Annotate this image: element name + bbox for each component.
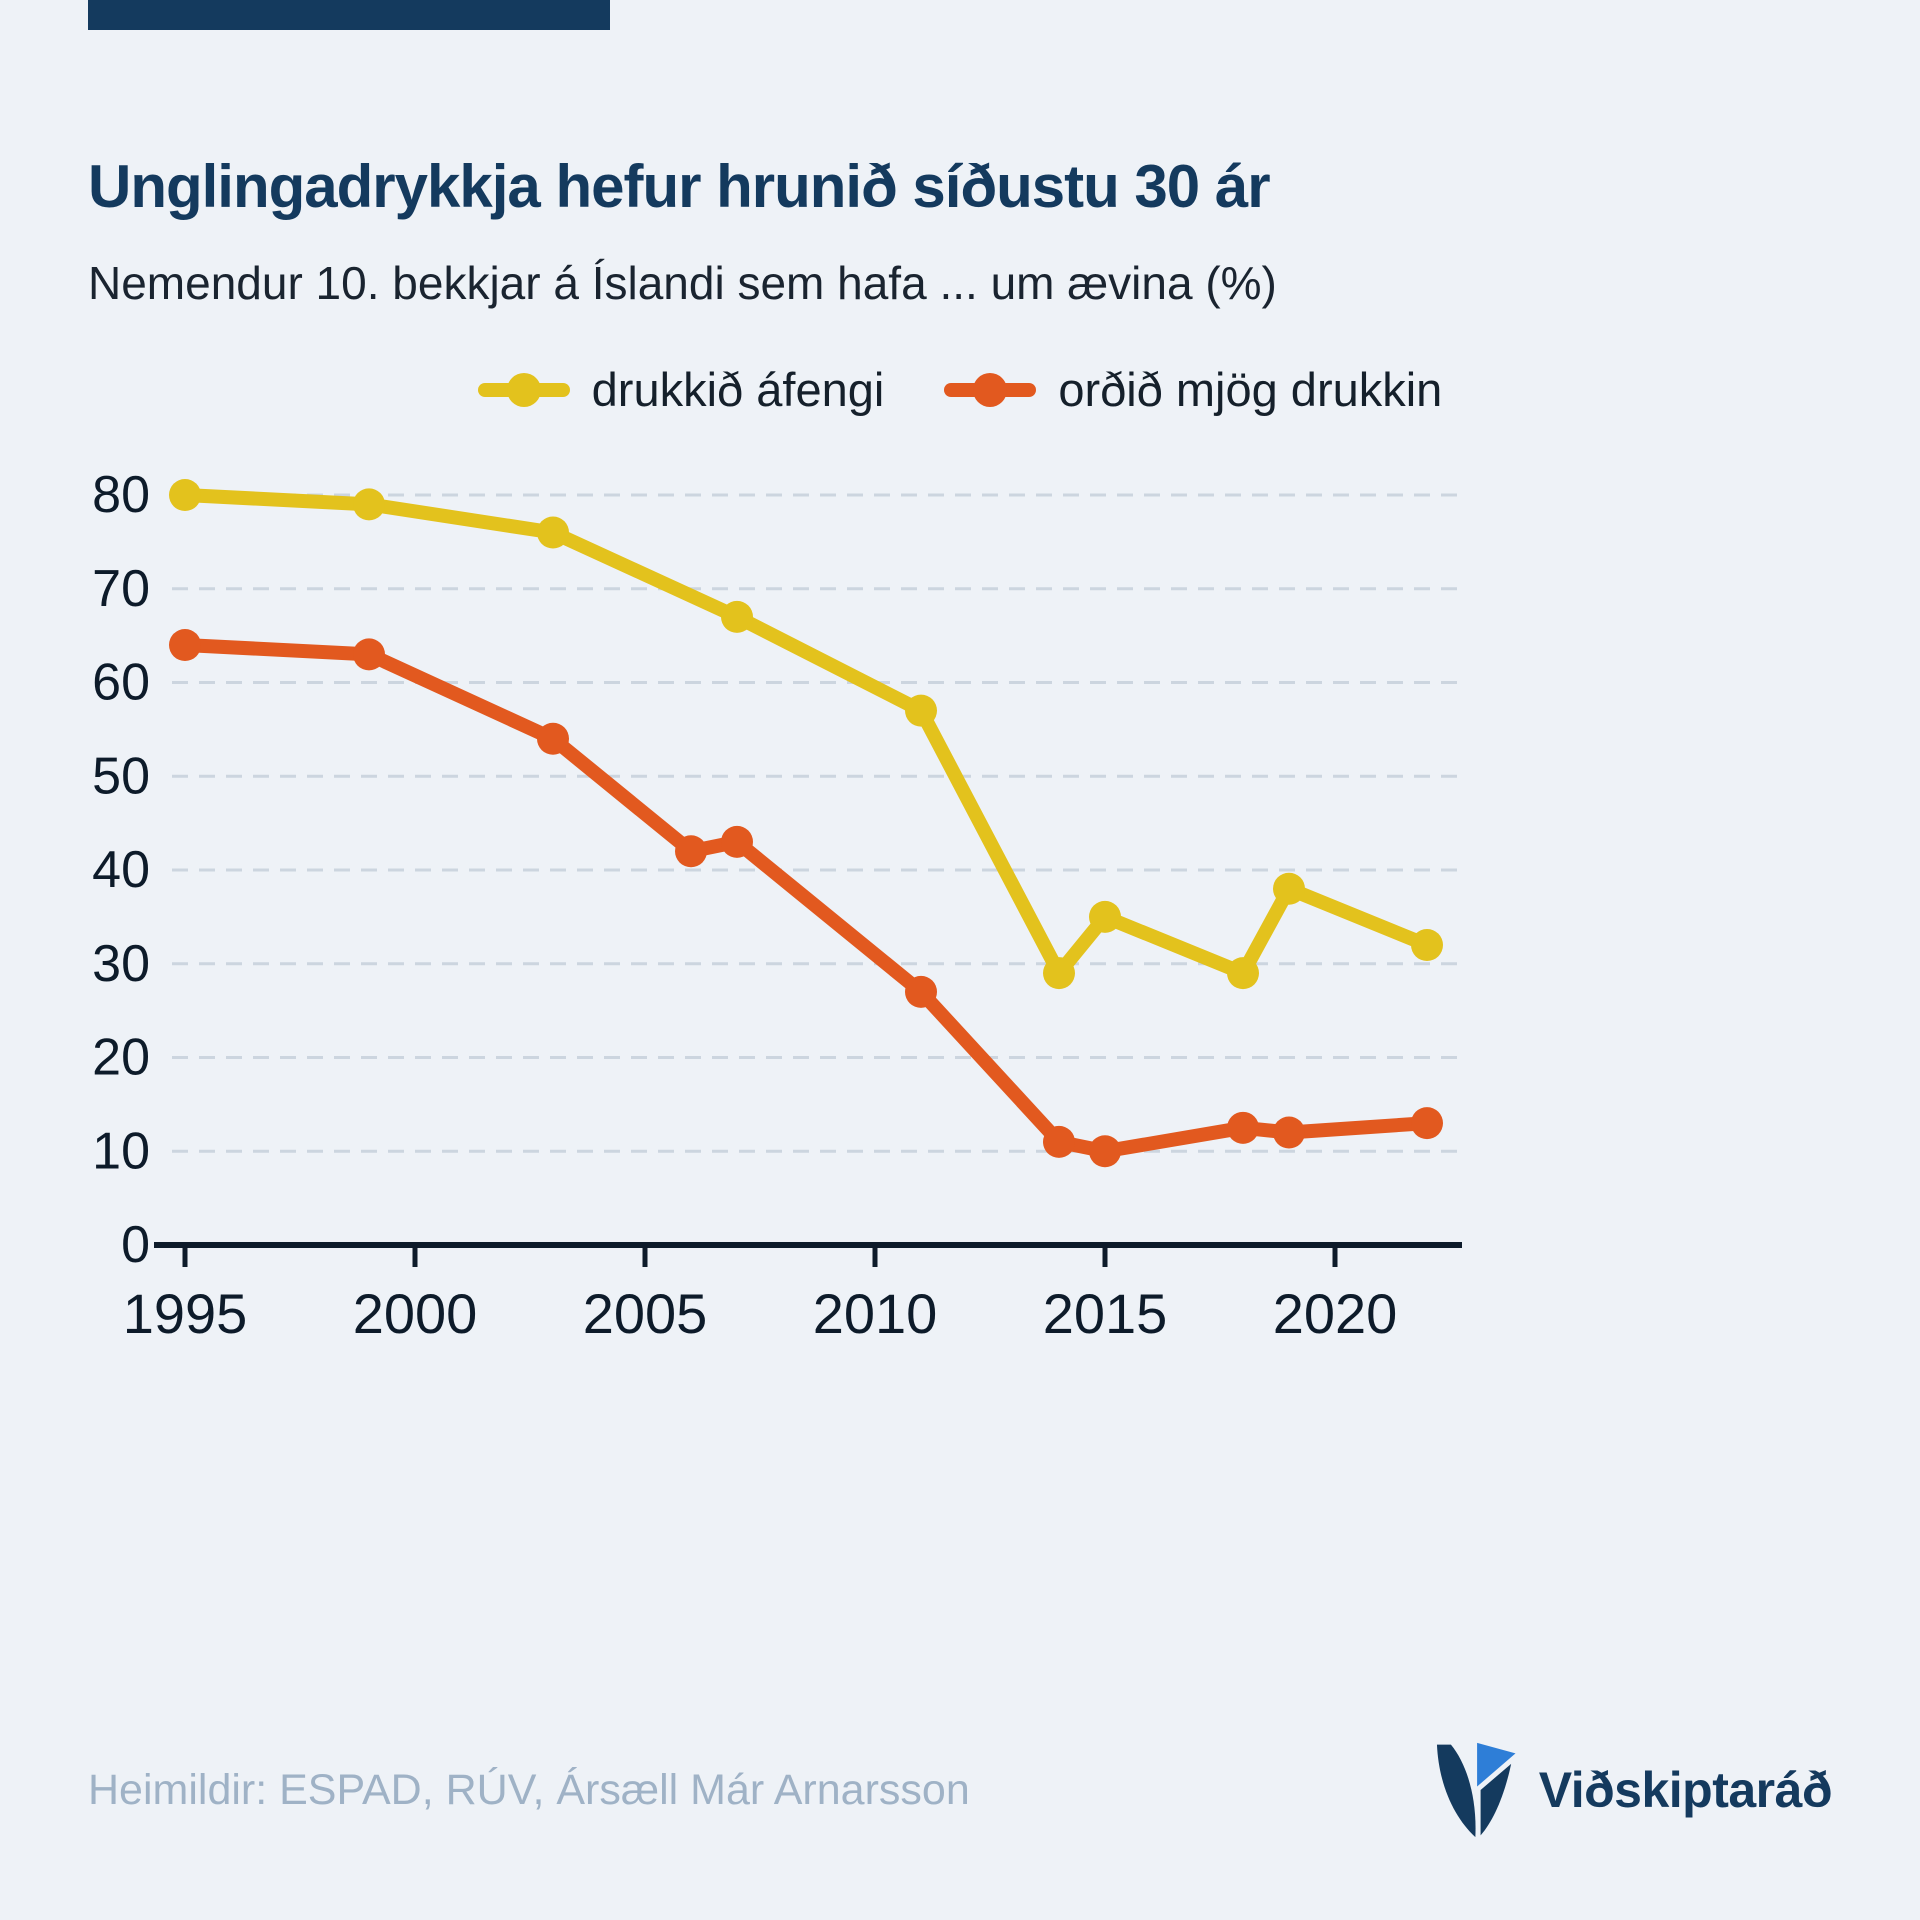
- svg-text:2010: 2010: [813, 1282, 938, 1345]
- svg-text:40: 40: [92, 841, 150, 899]
- legend-dot-icon: [506, 372, 541, 407]
- legend-swatch-orange: [944, 372, 1037, 407]
- brand-name: Viðskiptaráð: [1538, 1762, 1833, 1818]
- svg-text:20: 20: [92, 1029, 150, 1087]
- source-text: Heimildir: ESPAD, RÚV, Ársæll Már Arnars…: [88, 1765, 970, 1814]
- legend-item-ordid-mjog-drukkin: orðið mjög drukkin: [944, 362, 1442, 417]
- svg-text:10: 10: [92, 1122, 150, 1180]
- svg-text:0: 0: [121, 1216, 150, 1274]
- svg-text:60: 60: [92, 654, 150, 712]
- legend-label: drukkið áfengi: [591, 363, 885, 416]
- svg-text:80: 80: [92, 466, 150, 524]
- chart-svg: 0 10 20 30 40 50 60 70 80 1995 2000 2005 2010 2015 202…: [92, 466, 1462, 1345]
- chart-legend: drukkið áfengi orðið mjög drukkin: [0, 362, 1920, 417]
- page-title: Unglingadrykkja hefur hrunið síðustu 30 …: [88, 153, 1271, 221]
- book-feather-icon: [1436, 1742, 1516, 1838]
- svg-text:70: 70: [92, 560, 150, 618]
- line-chart: 0 10 20 30 40 50 60 70 80 1995 2000 2005 2010 2015 202…: [0, 430, 1920, 1390]
- brand-logo: Viðskiptaráð: [1423, 1737, 1833, 1843]
- svg-text:2015: 2015: [1043, 1282, 1168, 1345]
- chart-subtitle: Nemendur 10. bekkjar á Íslandi sem hafa …: [88, 257, 1277, 309]
- svg-text:50: 50: [92, 747, 150, 805]
- svg-text:2005: 2005: [583, 1282, 708, 1345]
- footer: Heimildir: ESPAD, RÚV, Ársæll Már Arnars…: [88, 1725, 1833, 1855]
- top-accent-bar: [88, 0, 610, 30]
- legend-dot-icon: [973, 372, 1008, 407]
- legend-item-drukkid-afengi: drukkið áfengi: [477, 362, 885, 417]
- svg-text:1995: 1995: [123, 1282, 248, 1345]
- svg-text:2020: 2020: [1273, 1282, 1398, 1345]
- legend-swatch-yellow: [477, 372, 570, 407]
- svg-text:2000: 2000: [353, 1282, 478, 1345]
- svg-text:30: 30: [92, 935, 150, 993]
- legend-label: orðið mjög drukkin: [1058, 363, 1443, 416]
